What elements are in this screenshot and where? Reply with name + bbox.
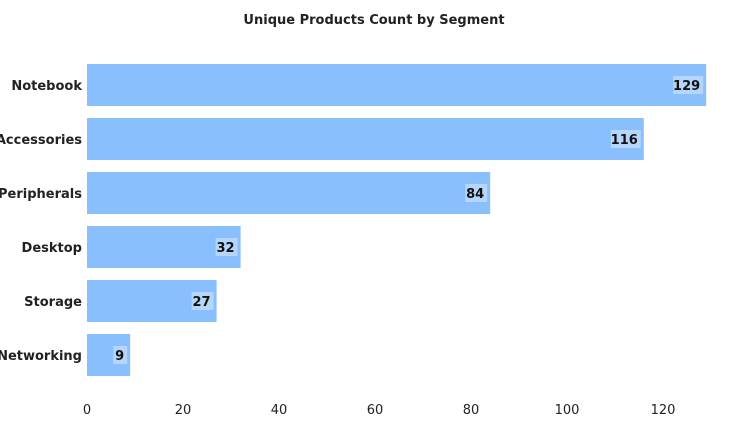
data-label-bg-desktop — [215, 238, 238, 256]
x-tick-label-60: 60 — [367, 403, 384, 418]
data-label-accessories: 116 — [611, 133, 638, 148]
category-labels-group: Notebook Accessories Peripherals Desktop Sto… — [0, 79, 82, 364]
category-label-storage: Storage — [24, 295, 82, 310]
bar-desktop — [87, 226, 241, 268]
category-label-networking: Networking — [0, 349, 82, 364]
bar-accessories — [87, 118, 644, 160]
category-label-notebook: Notebook — [11, 79, 82, 94]
data-label-notebook: 129 — [673, 79, 700, 94]
x-tick-label-20: 20 — [175, 403, 192, 418]
chart-title: Unique Products Count by Segment — [243, 13, 504, 28]
x-tick-label-100: 100 — [555, 403, 580, 418]
category-label-desktop: Desktop — [22, 241, 82, 256]
x-axis-ticks-group: 0 20 40 60 80 100 120 — [83, 403, 676, 418]
x-tick-label-0: 0 — [83, 403, 91, 418]
x-tick-label-120: 120 — [651, 403, 676, 418]
bar-peripherals — [87, 172, 491, 214]
x-tick-label-40: 40 — [271, 403, 288, 418]
data-label-bg-storage — [191, 292, 214, 310]
data-label-desktop: 32 — [217, 241, 235, 256]
data-label-networking: 9 — [115, 349, 124, 364]
data-label-bg-notebook — [673, 76, 704, 94]
data-label-bg-networking — [113, 346, 128, 364]
data-label-bg-accessories — [610, 130, 641, 148]
data-label-bg-peripherals — [465, 184, 488, 202]
category-label-peripherals: Peripherals — [0, 187, 82, 202]
data-label-storage: 27 — [193, 295, 211, 310]
bars-group: 129 116 84 32 27 9 — [87, 64, 707, 376]
x-tick-label-80: 80 — [463, 403, 480, 418]
bar-notebook — [87, 64, 707, 106]
category-label-accessories: Accessories — [0, 133, 82, 148]
data-label-peripherals: 84 — [466, 187, 484, 202]
